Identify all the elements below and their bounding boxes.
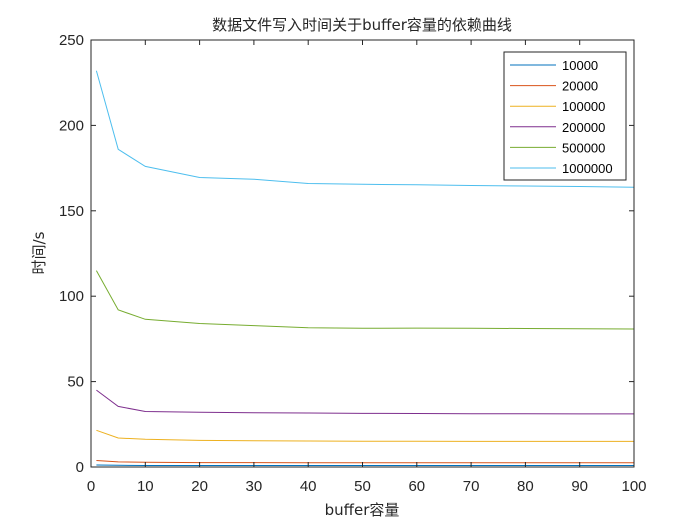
x-tick-label: 100 <box>621 478 646 495</box>
series-line-200000 <box>96 389 634 415</box>
x-tick-label: 90 <box>571 478 588 495</box>
x-tick-label: 30 <box>246 478 263 495</box>
y-tick-label: 0 <box>76 459 84 476</box>
legend-label: 200000 <box>562 120 605 135</box>
series-line-100000 <box>96 429 634 442</box>
y-tick-label: 200 <box>59 117 84 134</box>
y-axis-label: 时间/s <box>30 231 48 274</box>
series-layer <box>95 70 635 466</box>
x-tick-label: 80 <box>517 478 534 495</box>
legend-label: 500000 <box>562 140 605 155</box>
legend-label: 10000 <box>562 58 598 73</box>
legend-label: 100000 <box>562 99 605 114</box>
series-line-1000000 <box>95 70 635 188</box>
y-tick-label: 50 <box>67 374 84 391</box>
y-tick-label: 100 <box>59 288 84 305</box>
x-tick-label: 20 <box>191 478 208 495</box>
series-line-500000 <box>95 270 635 330</box>
y-tick-label: 150 <box>59 203 84 220</box>
x-tick-label: 0 <box>87 478 95 495</box>
series-line-20000 <box>96 460 634 464</box>
x-tick-label: 50 <box>354 478 371 495</box>
legend-label: 20000 <box>562 79 598 94</box>
legend-label: 1000000 <box>562 161 613 176</box>
legend-box <box>503 51 627 181</box>
chart-title: 数据文件写入时间关于buffer容量的依赖曲线 <box>212 16 512 34</box>
y-tick-label: 250 <box>59 32 84 49</box>
x-tick-label: 40 <box>300 478 317 495</box>
x-tick-label: 60 <box>408 478 425 495</box>
x-tick-label: 70 <box>463 478 480 495</box>
series-line-10000 <box>96 464 634 466</box>
x-axis-label: buffer容量 <box>325 501 400 519</box>
axes: 0 10 20 30 40 50 60 70 80 90 100 0 50 100 150 200 250 <box>59 32 647 495</box>
x-tick-label: 10 <box>137 478 154 495</box>
legend: 10000 20000 100000 200000 500000 1000000 <box>503 51 627 181</box>
